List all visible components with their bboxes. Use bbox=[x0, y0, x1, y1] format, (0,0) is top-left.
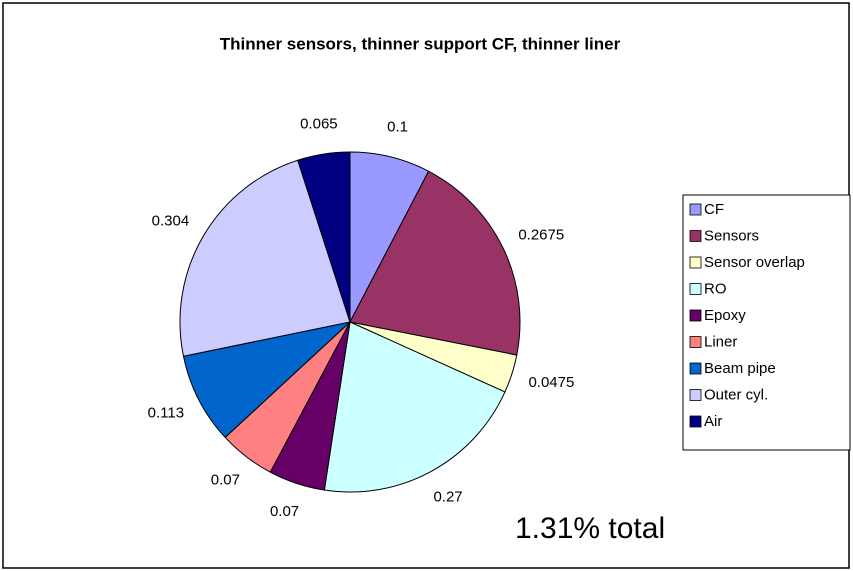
legend-label: CF bbox=[704, 201, 724, 218]
chart-title: Thinner sensors, thinner support CF, thi… bbox=[220, 34, 621, 53]
legend-swatch bbox=[689, 389, 702, 401]
data-label: 0.0475 bbox=[528, 374, 574, 391]
pie-slice bbox=[297, 151, 351, 323]
pie-slice bbox=[182, 321, 352, 439]
legend-label: Sensors bbox=[704, 227, 759, 244]
legend-swatch bbox=[689, 203, 702, 216]
data-label: 0.2675 bbox=[518, 227, 564, 244]
data-label: 0.27 bbox=[433, 489, 462, 506]
legend-swatch bbox=[689, 362, 702, 375]
legend-swatch bbox=[689, 309, 702, 322]
legend-label: RO bbox=[704, 280, 727, 297]
legend-label: Beam pipe bbox=[704, 360, 776, 377]
legend-label: Outer cyl. bbox=[704, 386, 768, 403]
legend-swatch bbox=[689, 230, 702, 242]
legend-swatch bbox=[689, 415, 702, 428]
pie-slice bbox=[323, 321, 506, 493]
data-label: 0.113 bbox=[148, 404, 184, 421]
legend-swatch bbox=[689, 283, 702, 295]
data-label: 0.304 bbox=[152, 212, 190, 229]
legend-label: Liner bbox=[704, 333, 737, 350]
data-label: 0.065 bbox=[300, 115, 338, 132]
data-label: 0.07 bbox=[270, 503, 299, 520]
annotation: 1.31% total bbox=[515, 512, 665, 545]
data-label: 0.1 bbox=[387, 119, 408, 136]
data-label: 0.07 bbox=[211, 471, 240, 488]
legend-label: Air bbox=[704, 413, 722, 430]
legend-label: Epoxy bbox=[704, 307, 746, 324]
legend-swatch bbox=[689, 336, 702, 348]
legend-box bbox=[682, 194, 851, 451]
legend-label: Sensor overlap bbox=[704, 254, 805, 271]
pie-slice bbox=[179, 159, 351, 357]
pie-slice bbox=[349, 170, 521, 356]
legend-swatch bbox=[689, 256, 702, 269]
